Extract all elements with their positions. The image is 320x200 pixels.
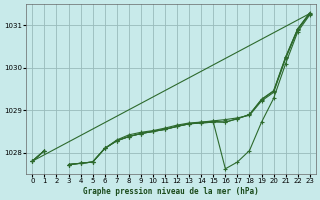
X-axis label: Graphe pression niveau de la mer (hPa): Graphe pression niveau de la mer (hPa) [83,187,259,196]
